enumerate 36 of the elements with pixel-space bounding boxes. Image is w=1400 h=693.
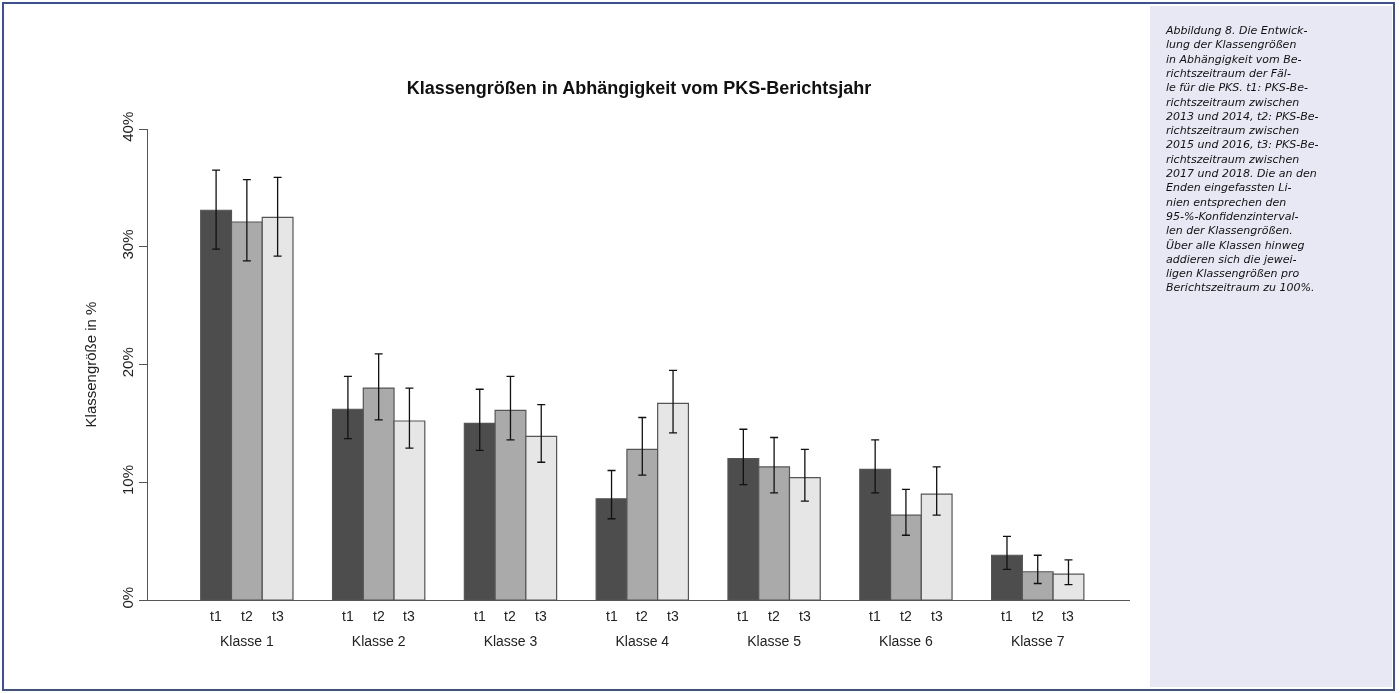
x-tick-label: Klasse 6 (879, 632, 933, 649)
x-tick-label: Klasse 4 (615, 632, 670, 649)
series-label: t1 (210, 608, 222, 624)
x-tick-label: Klasse 2 (351, 632, 406, 649)
text: t3 (535, 608, 547, 624)
text: t3 (799, 608, 811, 624)
text: t1 (1001, 608, 1013, 624)
text: t1 (342, 608, 354, 624)
y-tick-label: 20% (119, 347, 136, 378)
text: t2 (373, 608, 385, 624)
y-tick-label: 0% (119, 586, 136, 609)
x-tick-label: Klasse 7 (1010, 632, 1065, 649)
y-tick-label: 40% (119, 111, 136, 142)
series-label: t2 (241, 608, 253, 624)
y-axis-title: Klassengröße in % (82, 301, 100, 428)
text: Abbildung 8. Die Entwick- lung der Klassengrößen in Abhängigkeit vom Be- richtszeitraum der Fäl- le für die PKS. t1: PKS-Be- richtszeitraum zwischen 2013 und 2014, t2: PKS-Be- richtszeitraum zwischen 2015 und 2016, t3: PKS-Be- richtszeitraum zwischen 2017 und 2018. Die an den Enden eingefassten Li- nien entsprechen den 95-%-Konfidenzinterval- len der Klassengrößen. Über alle Klassen hinweg addieren sich die jewei- ligen Klassengrößen pro Berichtszeitraum zu 100%. (1166, 24, 1319, 295)
text: t3 (667, 608, 679, 624)
y-tick-label: 10% (119, 464, 136, 496)
x-tick-label: Klasse 5 (747, 632, 802, 649)
text: t1 (474, 608, 486, 624)
text: t2 (768, 608, 780, 624)
chart-title: Klassengrößen in Abhängigkeit vom PKS-Berichtsjahr (406, 78, 872, 99)
text: t1 (737, 608, 749, 624)
text: t1 (869, 608, 881, 624)
text: t2 (1032, 608, 1044, 624)
text: t3 (1062, 608, 1074, 624)
series-label: t3 (272, 608, 284, 624)
y-tick-label: 30% (119, 229, 136, 260)
text: t2 (504, 608, 516, 624)
x-tick-label: Klasse 3 (483, 632, 538, 649)
text: t2 (900, 608, 912, 624)
text: t2 (636, 608, 648, 624)
text: t3 (403, 608, 415, 624)
text: t3 (931, 608, 943, 624)
text: t1 (606, 608, 618, 624)
x-tick-label: Klasse 1 (220, 632, 274, 649)
